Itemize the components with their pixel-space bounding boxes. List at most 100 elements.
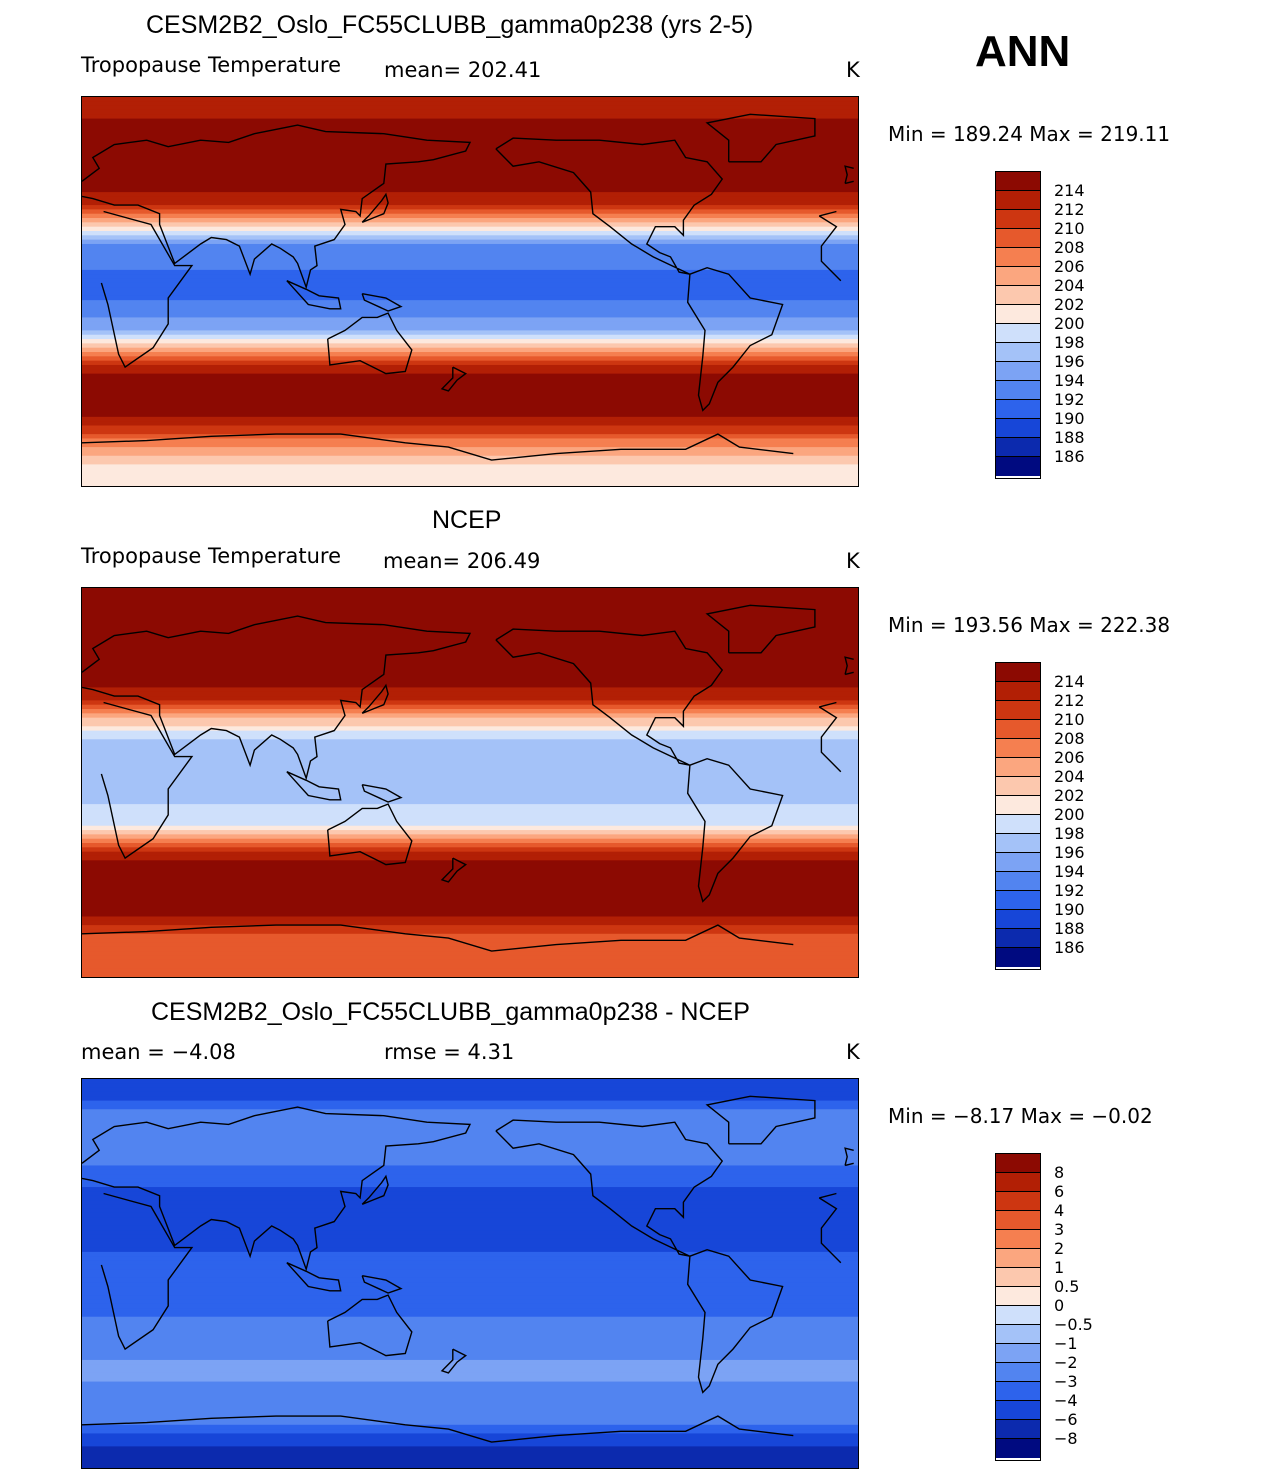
contour-band (82, 274, 858, 280)
colorbar-cell (996, 872, 1040, 891)
contour-band (82, 481, 858, 486)
contour-band (82, 825, 858, 831)
colorbar-tick-label: −8 (1054, 1429, 1078, 1448)
contour-band (82, 438, 858, 444)
colorbar-cell (996, 834, 1040, 853)
contour-band (82, 626, 858, 632)
colorbar-cell (996, 1192, 1040, 1211)
contour-band (82, 429, 858, 435)
contour-band (82, 600, 858, 606)
contour-band (82, 592, 858, 598)
contour-band (82, 739, 858, 745)
coastline (440, 1348, 468, 1374)
contour-band (82, 1299, 858, 1305)
contour-band (82, 613, 858, 619)
coastline (361, 1174, 389, 1205)
contour-band (82, 425, 858, 431)
contour-band (82, 1459, 858, 1465)
coastline (361, 784, 403, 803)
contour-band (82, 114, 858, 120)
contour-band (82, 855, 858, 861)
coastline (361, 293, 403, 312)
contour-band (82, 282, 858, 288)
contour-band (82, 1269, 858, 1275)
contour-band (82, 873, 858, 879)
contour-band (82, 1182, 858, 1188)
coastline (82, 433, 794, 461)
contour-band (82, 916, 858, 922)
contour-band (82, 196, 858, 202)
contour-band (82, 1295, 858, 1301)
contour-band (82, 830, 858, 835)
colorbar-tick-label: 206 (1054, 748, 1085, 767)
contour-band (82, 1351, 858, 1357)
contour-band (82, 455, 858, 461)
contour-band (82, 635, 858, 641)
contour-map-svg (82, 588, 858, 977)
contour-band (82, 1385, 858, 1391)
contour-band (82, 670, 858, 676)
contour-band (82, 416, 858, 422)
contour-band (82, 1450, 858, 1456)
contour-band (82, 851, 858, 857)
contour-band (82, 1286, 858, 1292)
contour-band (82, 148, 858, 154)
contour-band (82, 1126, 858, 1132)
contour-band (82, 390, 858, 396)
colorbar-tick-label: −1 (1054, 1334, 1078, 1353)
colorbar-tick-label: 198 (1054, 333, 1085, 352)
contour-band (82, 713, 858, 719)
contour-band (82, 1381, 858, 1387)
panel-3-units: K (846, 1040, 860, 1064)
colorbar-cell (996, 286, 1040, 305)
colorbar-tick-label: 1 (1054, 1258, 1065, 1277)
panel-2-title: NCEP (432, 506, 502, 534)
contour-band (82, 477, 858, 483)
contour-band (82, 652, 858, 658)
contour-band (82, 631, 858, 637)
contour-band (82, 1139, 858, 1145)
contour-band (82, 239, 858, 245)
contour-band (82, 1321, 858, 1326)
contour-band (82, 421, 858, 427)
contour-band (82, 256, 858, 262)
contour-band (82, 1091, 858, 1097)
contour-band (82, 230, 858, 236)
colorbar-tick-label: 212 (1054, 691, 1085, 710)
coastline (495, 1119, 724, 1257)
contour-band (82, 200, 858, 206)
contour-band (82, 1277, 858, 1283)
colorbar-tick-label: 208 (1054, 238, 1085, 257)
coastline (440, 366, 468, 392)
contour-band (82, 1256, 858, 1262)
contour-band (82, 1368, 858, 1374)
contour-band (82, 122, 858, 128)
contour-band (82, 1446, 858, 1452)
colorbar-tick-label: 190 (1054, 900, 1085, 919)
contour-band (82, 760, 858, 766)
contour-band (82, 183, 858, 189)
contour-band (82, 1234, 858, 1240)
contour-band (82, 1161, 858, 1167)
contour-band (82, 1117, 858, 1123)
colorbar-cell (996, 777, 1040, 796)
colorbar-cell (996, 682, 1040, 701)
season-label: ANN (975, 27, 1071, 76)
contour-band (82, 752, 858, 758)
contour-band (82, 747, 858, 753)
contour-band (82, 964, 858, 969)
colorbar-cell (996, 663, 1040, 682)
coastline (100, 1192, 842, 1351)
contour-band (82, 369, 858, 375)
contour-band (82, 1377, 858, 1383)
contour-band (82, 782, 858, 788)
colorbar-cell (996, 720, 1040, 739)
contour-band (82, 596, 858, 602)
contour-band (82, 1303, 858, 1309)
colorbar-cell (996, 891, 1040, 910)
contour-band (82, 1390, 858, 1396)
contour-band (82, 248, 858, 254)
contour-band (82, 1442, 858, 1447)
contour-band (82, 434, 858, 440)
contour-band (82, 808, 858, 814)
